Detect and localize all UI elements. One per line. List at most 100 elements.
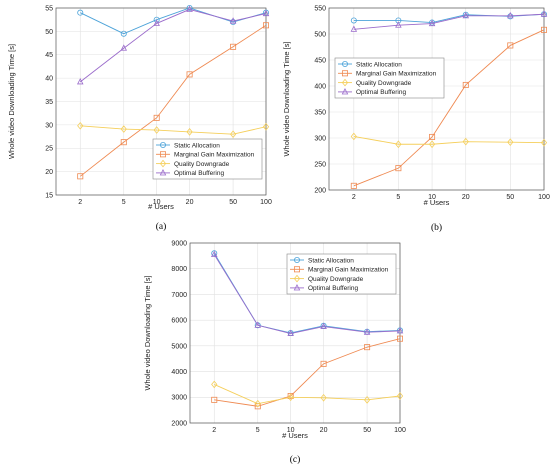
- x-tick-label: 50: [363, 427, 371, 434]
- data-point: [230, 43, 237, 50]
- data-point: [230, 19, 237, 26]
- data-point: [186, 5, 193, 11]
- series-marginal-gain-maximization: [77, 22, 269, 180]
- data-point: [540, 138, 548, 147]
- data-point: [396, 392, 404, 400]
- y-tick-label: 35: [45, 99, 53, 106]
- y-tick-label: 15: [45, 192, 53, 199]
- data-point: [541, 26, 548, 33]
- y-tick-label: 3000: [171, 395, 187, 402]
- legend-box: [334, 57, 445, 99]
- legend-marker: [293, 274, 301, 283]
- data-point: [287, 393, 294, 402]
- x-axis-label: # Users: [148, 202, 174, 211]
- legend-entry: Quality Downgrade: [308, 276, 364, 283]
- y-tick-label: 45: [45, 52, 53, 59]
- legend-entry: Marginal Gain Maximization: [356, 71, 437, 78]
- series-line: [79, 24, 267, 177]
- legend-entry: Static Allocation: [174, 142, 220, 149]
- data-point: [462, 137, 469, 146]
- data-point: [77, 121, 84, 130]
- y-tick-label: 50: [45, 29, 53, 36]
- x-tick-label: 5: [256, 427, 260, 434]
- legend-entry: Marginal Gain Maximization: [174, 152, 255, 159]
- y-axis-label: Whole video Downloading Time [s]: [143, 275, 152, 390]
- x-tick-label: 5: [396, 194, 400, 201]
- legend-entry: Static Allocation: [308, 257, 354, 264]
- data-point: [229, 17, 237, 24]
- data-point: [287, 329, 294, 336]
- panel-caption: (c): [290, 454, 301, 465]
- series-line: [80, 7, 267, 35]
- legend-box: [152, 138, 263, 180]
- data-point: [364, 344, 371, 351]
- series-quality-downgrade: [211, 380, 404, 408]
- y-tick-label: 5000: [171, 343, 187, 350]
- series-marginal-gain-maximization: [211, 335, 403, 410]
- data-point: [320, 360, 327, 367]
- data-point: [507, 11, 514, 19]
- x-tick-label: 100: [538, 194, 550, 201]
- y-tick-label: 4000: [171, 369, 187, 376]
- data-point: [120, 44, 128, 51]
- legend-marker: [159, 159, 167, 168]
- y-tick-label: 200: [314, 187, 326, 194]
- data-point: [211, 396, 218, 403]
- chart-panel-b: 200 250 300 350 400 450 500 550 2 5 10 20 50 100 # Use…: [282, 5, 550, 233]
- y-axis-label: Whole video Downloading Time [s]: [7, 44, 16, 159]
- y-tick-label: 40: [45, 76, 53, 83]
- legend-marker: [159, 151, 166, 158]
- data-point: [287, 392, 294, 399]
- data-point: [462, 11, 470, 19]
- x-tick-label: 20: [186, 199, 194, 206]
- y-tick-label: 25: [45, 146, 53, 153]
- legend-marker: [293, 266, 300, 273]
- series-line: [353, 13, 545, 30]
- x-tick-label: 10: [428, 194, 436, 201]
- data-point: [254, 321, 262, 328]
- legend-entry: Marginal Gain Maximization: [308, 267, 389, 274]
- series-optimal-buffering: [77, 5, 270, 85]
- y-tick-label: 6000: [171, 318, 187, 325]
- y-tick-label: 350: [314, 109, 326, 116]
- data-point: [153, 114, 160, 121]
- chart-panel-c: 2000 3000 4000 5000 6000 7000 8000 9000 2 5 10 20 50…: [143, 240, 406, 465]
- legend-entry: Quality Downgrade: [356, 80, 412, 87]
- y-tick-label: 7000: [171, 292, 187, 299]
- x-tick-label: 50: [229, 199, 237, 206]
- x-tick-label: 2: [212, 427, 216, 434]
- data-point: [507, 138, 514, 146]
- data-point: [395, 17, 402, 24]
- data-point: [363, 396, 371, 404]
- data-point: [262, 9, 270, 17]
- data-point: [77, 173, 84, 180]
- legend-marker: [293, 284, 301, 291]
- series-quality-downgrade: [77, 121, 270, 139]
- data-point: [186, 5, 193, 12]
- data-point: [120, 139, 127, 146]
- data-point: [428, 19, 436, 27]
- data-point: [395, 165, 402, 172]
- legend-marker: [341, 78, 349, 87]
- series-line: [214, 384, 401, 405]
- data-point: [262, 22, 269, 29]
- legend-marker: [159, 169, 167, 176]
- y-tick-label: 55: [45, 5, 53, 12]
- legend-marker: [341, 61, 348, 68]
- legend-marker: [159, 141, 166, 148]
- data-point: [77, 9, 84, 16]
- y-tick-label: 30: [45, 122, 53, 129]
- x-tick-label: 10: [153, 199, 161, 206]
- data-point: [229, 130, 237, 139]
- series-line: [353, 135, 545, 145]
- data-point: [153, 19, 160, 26]
- y-tick-label: 9000: [171, 240, 187, 247]
- y-tick-label: 400: [314, 83, 326, 90]
- y-tick-label: 250: [314, 161, 326, 168]
- data-point: [395, 140, 402, 149]
- series-line: [80, 125, 267, 135]
- series-static-allocation: [77, 5, 269, 37]
- data-point: [429, 133, 436, 140]
- data-point: [186, 71, 193, 78]
